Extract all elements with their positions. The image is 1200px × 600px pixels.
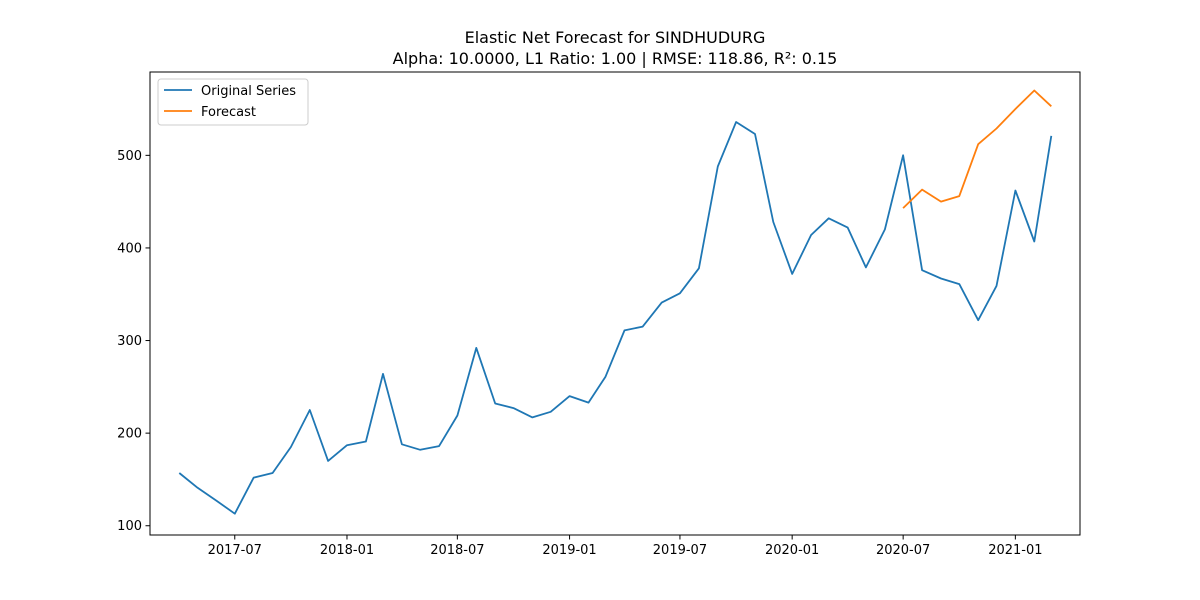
x-tick-label: 2020-07 bbox=[876, 543, 930, 558]
plot-frame bbox=[149, 71, 1081, 536]
y-axis: 100 200 300 400 500 bbox=[117, 149, 150, 534]
x-tick-label: 2020-01 bbox=[765, 543, 819, 558]
legend: Original Series Forecast bbox=[157, 78, 309, 126]
x-axis: 2017-07 2018-01 2018-07 2019-01 2019-07 2020-… bbox=[208, 535, 1043, 558]
series-layer bbox=[178, 89, 1053, 515]
legend-label: Forecast bbox=[201, 105, 256, 120]
chart-title: Elastic Net Forecast for SINDHUDURG bbox=[464, 28, 766, 47]
x-tick-label: 2018-01 bbox=[320, 543, 374, 558]
chart-subtitle: Alpha: 10.0000, L1 Ratio: 1.00 | RMSE: 1… bbox=[392, 49, 838, 68]
y-tick-label: 400 bbox=[117, 241, 142, 256]
series-line-original bbox=[178, 121, 1053, 515]
x-tick-label: 2019-07 bbox=[653, 543, 707, 558]
series-line-forecast bbox=[902, 89, 1052, 209]
x-tick-label: 2018-07 bbox=[430, 543, 484, 558]
x-tick-label: 2019-01 bbox=[542, 543, 596, 558]
x-tick-label: 2021-01 bbox=[988, 543, 1042, 558]
y-tick-label: 100 bbox=[117, 519, 142, 534]
legend-box bbox=[157, 78, 309, 126]
legend-label: Original Series bbox=[201, 84, 296, 99]
x-tick-label: 2017-07 bbox=[208, 543, 262, 558]
y-tick-label: 300 bbox=[117, 334, 142, 349]
y-tick-label: 200 bbox=[117, 427, 142, 442]
y-tick-label: 500 bbox=[117, 149, 142, 164]
